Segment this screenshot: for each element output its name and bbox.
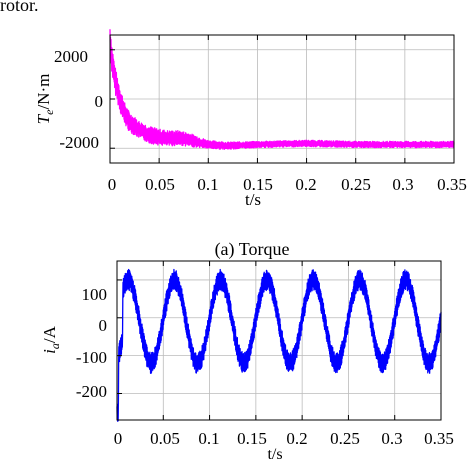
- torque-series: [109, 29, 455, 150]
- series-line: [109, 29, 455, 150]
- current-xtick-label: 0: [114, 429, 123, 448]
- current-xtick-label: 0.35: [424, 429, 454, 448]
- current-ytick-label: -100: [76, 348, 107, 367]
- current-grid: [117, 261, 441, 420]
- torque-yaxis-label: Te/N·m: [34, 74, 56, 125]
- torque-grid: [110, 35, 454, 163]
- torque-xtick-label: 0.15: [243, 175, 273, 194]
- current-ytick-label: 0: [99, 316, 108, 335]
- current-xtick-label: 0.05: [150, 429, 180, 448]
- current-xtick-label: 0.15: [237, 429, 267, 448]
- current-yaxis-label: ia/A: [40, 325, 62, 353]
- series-line: [116, 268, 442, 422]
- current-series: [116, 268, 442, 422]
- current-xtick-label: 0.2: [286, 429, 307, 448]
- torque-ytick-label: -2000: [59, 133, 99, 152]
- current-xtick-label: 0.3: [381, 429, 402, 448]
- current-ytick-label: 100: [82, 285, 108, 304]
- current-ytick-label: -200: [76, 382, 107, 401]
- torque-tick-marks: [109, 35, 455, 163]
- torque-xtick-label: 0.35: [437, 175, 467, 194]
- torque-xtick-label: 0.25: [341, 175, 371, 194]
- torque-xtick-label: 0.3: [392, 175, 413, 194]
- header-fragment: rotor.: [0, 0, 39, 15]
- current-xtick-label: 0.25: [330, 429, 360, 448]
- torque-xtick-label: 0.05: [145, 175, 175, 194]
- current-xtick-label: 0.1: [198, 429, 219, 448]
- torque-xtick-label: 0: [108, 175, 117, 194]
- torque-xaxis-label: t/s: [245, 190, 261, 209]
- torque-ytick-label: 2000: [54, 47, 88, 66]
- torque-ytick-label: 0: [95, 92, 104, 111]
- current-tick-marks: [116, 261, 442, 420]
- torque-xtick-label: 0.2: [295, 175, 316, 194]
- torque-caption: (a) Torque: [215, 239, 290, 260]
- current-chart: 100 0 -100 -200 0 0.05 0.1 0.15 0.2 0.25…: [40, 260, 454, 463]
- torque-chart: 2000 0 -2000 0 0.05 0.1 0.15 0.2 0.25 0.…: [34, 29, 467, 209]
- current-xaxis-label: t/s: [267, 446, 282, 463]
- current-plot-frame: [116, 260, 442, 421]
- torque-xtick-label: 0.1: [197, 175, 218, 194]
